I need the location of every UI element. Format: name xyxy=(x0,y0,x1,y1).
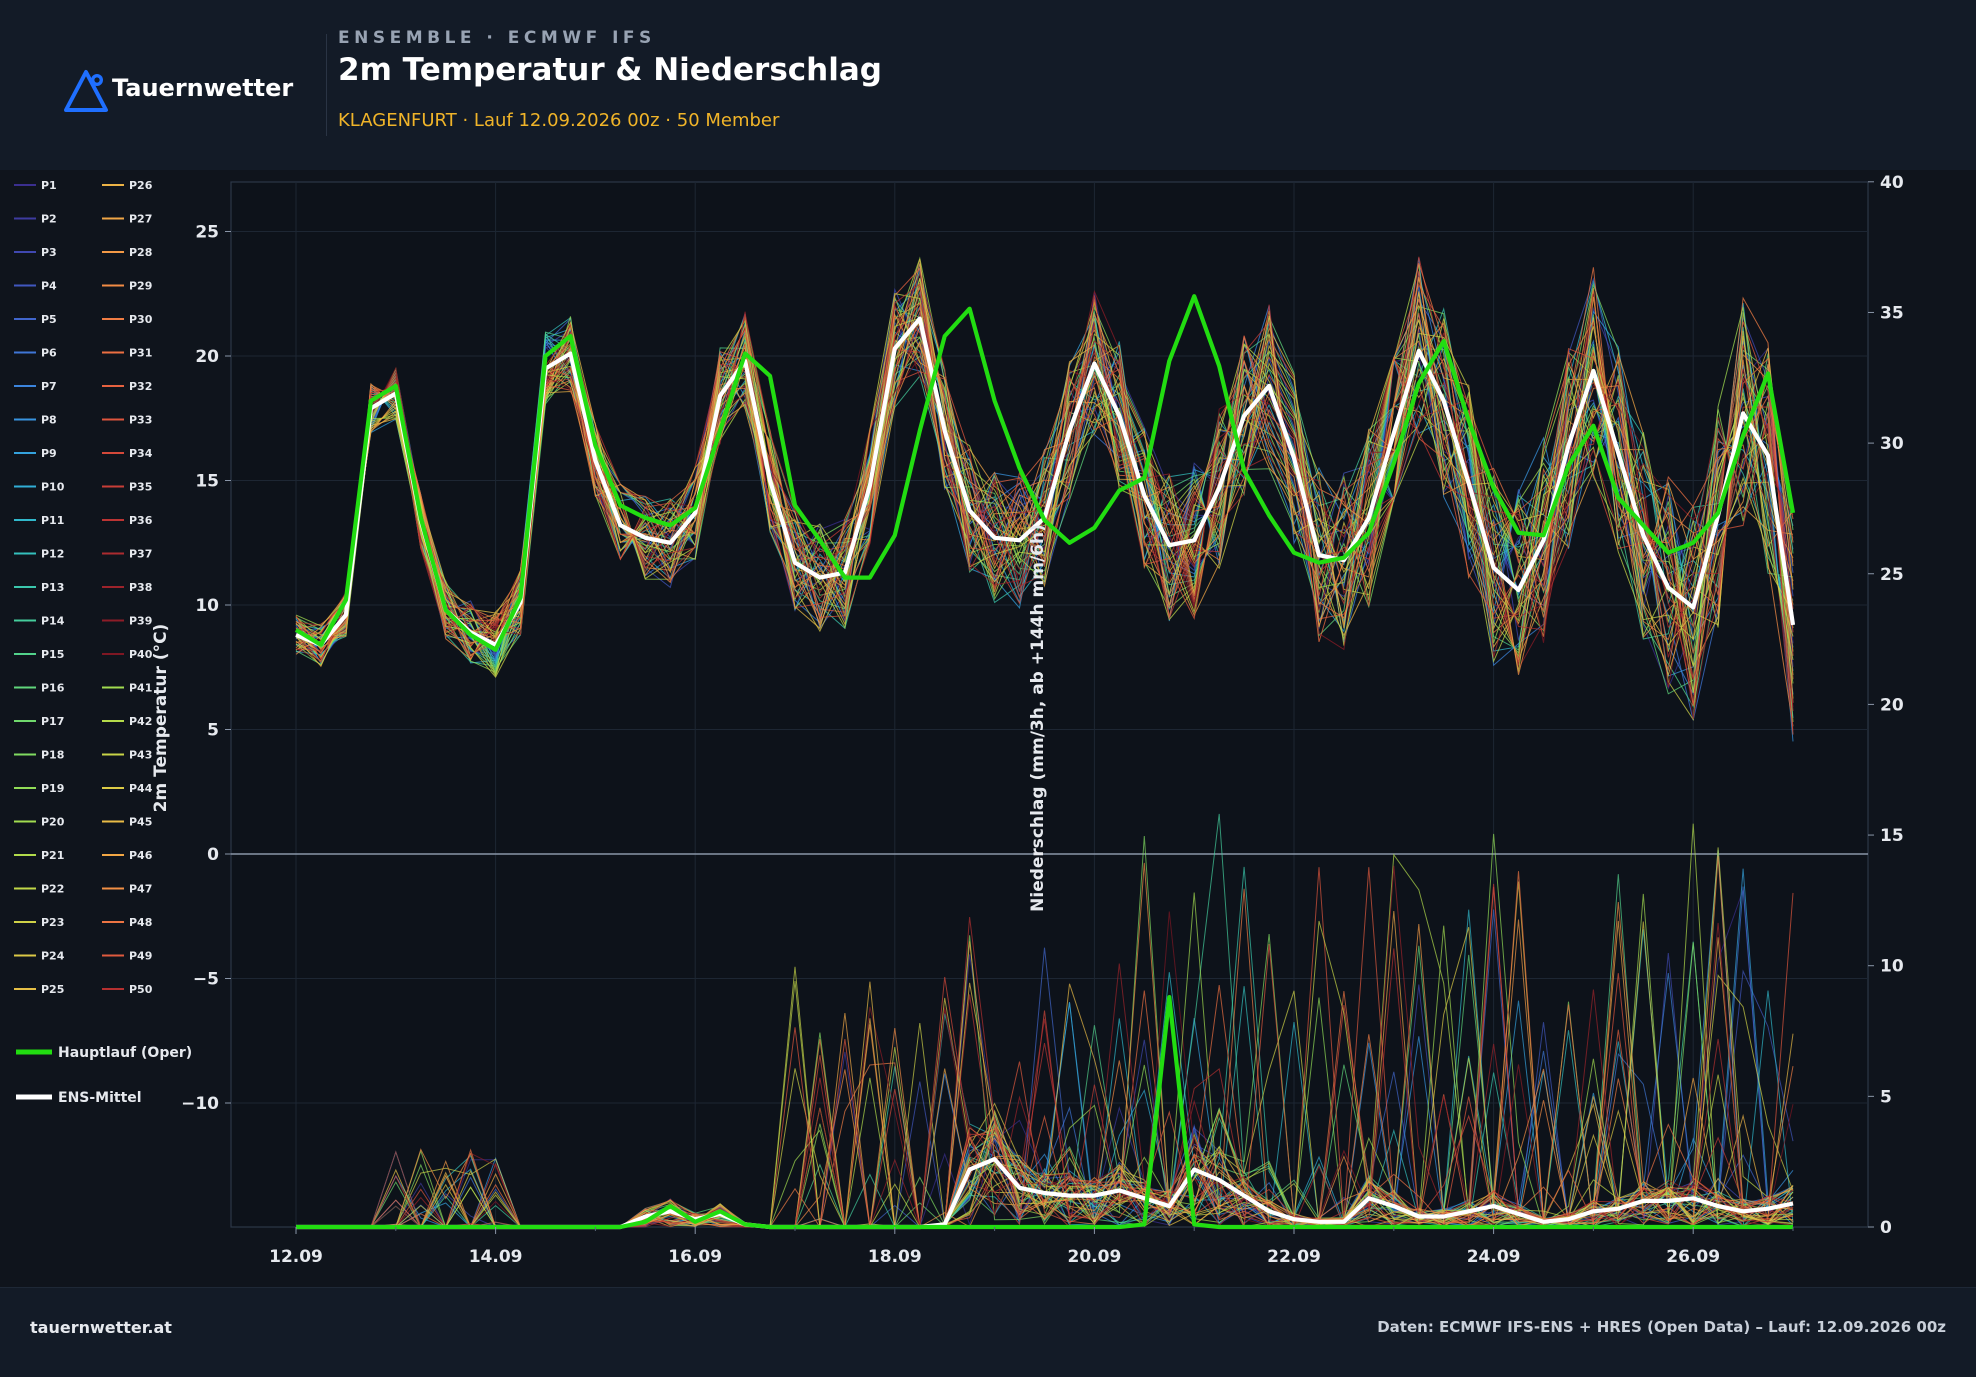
legend-label-P29: P29 xyxy=(129,280,152,293)
legend-label-P31: P31 xyxy=(129,347,152,360)
x-tick-label: 26.09 xyxy=(1666,1247,1720,1267)
legend-label-P9: P9 xyxy=(41,447,57,460)
legend-label-P35: P35 xyxy=(129,481,152,494)
legend-label-P1: P1 xyxy=(41,179,57,192)
legend-label-P22: P22 xyxy=(41,883,64,896)
legend-label-P7: P7 xyxy=(41,380,57,393)
legend-label-P36: P36 xyxy=(129,514,153,527)
legend-label-P10: P10 xyxy=(41,481,65,494)
footer-site-link[interactable]: tauernwetter.at xyxy=(30,1318,172,1337)
legend-label-P33: P33 xyxy=(129,414,152,427)
y-tick-label: 10 xyxy=(195,596,219,616)
x-tick-label: 14.09 xyxy=(469,1247,523,1267)
y-right-tick-label: 5 xyxy=(1880,1087,1892,1107)
legend-label-P3: P3 xyxy=(41,246,57,259)
x-tick-label: 24.09 xyxy=(1467,1247,1521,1267)
legend-label-P34: P34 xyxy=(129,447,153,460)
legend-label-P30: P30 xyxy=(129,313,153,326)
y-tick-label: −5 xyxy=(193,970,219,990)
legend-label-P43: P43 xyxy=(129,749,152,762)
header-divider xyxy=(326,34,327,136)
kicker: ENSEMBLE · ECMWF IFS xyxy=(338,28,656,48)
ensemble-chart: −10 −5 0 5 10 15 20 25 0 5 10 15 20 25 30 35 40 12.09 14.0… xyxy=(14,173,1904,1267)
legend-label-P45: P45 xyxy=(129,816,152,829)
y-right-tick-label: 0 xyxy=(1880,1218,1892,1238)
legend-label-P42: P42 xyxy=(129,715,152,728)
legend-label-oper: Hauptlauf (Oper) xyxy=(58,1045,192,1061)
legend-label-P27: P27 xyxy=(129,213,152,226)
legend-label-P26: P26 xyxy=(129,179,153,192)
legend-label-P50: P50 xyxy=(129,983,153,996)
y-tick-label: 15 xyxy=(195,472,219,492)
legend-label-P37: P37 xyxy=(129,548,152,561)
legend-label-P5: P5 xyxy=(41,313,57,326)
legend-label-P48: P48 xyxy=(129,916,152,929)
legend-label-P11: P11 xyxy=(41,514,64,527)
legend-label-P24: P24 xyxy=(41,950,65,963)
legend-label-P32: P32 xyxy=(129,380,152,393)
axes: −10 −5 0 5 10 15 20 25 0 5 10 15 20 25 30 35 40 12.09 14.0… xyxy=(181,173,1904,1267)
legend-label-P49: P49 xyxy=(129,950,152,963)
y-right-tick-label: 40 xyxy=(1880,173,1904,193)
x-tick-label: 22.09 xyxy=(1267,1247,1321,1267)
y-axis-label-right: Niederschlag (mm/3h, ab +144h mm/6h) xyxy=(1028,524,1048,912)
legend-label-P23: P23 xyxy=(41,916,64,929)
y-tick-label: 0 xyxy=(207,845,219,865)
legend-label-P38: P38 xyxy=(129,581,152,594)
legend-label-P14: P14 xyxy=(41,615,65,628)
header-bar: Tauernwetter ENSEMBLE · ECMWF IFS 2m Tem… xyxy=(0,0,1976,170)
y-axis-label-left: 2m Temperatur (°C) xyxy=(151,624,171,813)
page-title: 2m Temperatur & Niederschlag xyxy=(338,52,882,88)
y-right-tick-label: 30 xyxy=(1880,434,1904,454)
legend-label-P8: P8 xyxy=(41,414,57,427)
oper-precipitation-line xyxy=(296,995,1793,1230)
legend-label-ens-mean: ENS-Mittel xyxy=(58,1090,142,1106)
legend-label-P6: P6 xyxy=(41,347,57,360)
legend-label-P47: P47 xyxy=(129,883,152,896)
x-tick-label: 20.09 xyxy=(1068,1247,1122,1267)
legend-label-P4: P4 xyxy=(41,280,57,293)
legend-label-P13: P13 xyxy=(41,581,64,594)
page-subtitle: KLAGENFURT · Lauf 12.09.2026 00z · 50 Me… xyxy=(338,110,780,131)
y-right-tick-label: 35 xyxy=(1880,303,1904,323)
legend-label-P44: P44 xyxy=(129,782,153,795)
oper-temperature-line xyxy=(294,294,1796,652)
legend-label-P19: P19 xyxy=(41,782,64,795)
y-right-tick-label: 15 xyxy=(1880,826,1904,846)
x-tick-label: 16.09 xyxy=(668,1247,722,1267)
legend-label-P39: P39 xyxy=(129,615,152,628)
main-series xyxy=(294,294,1796,1230)
y-tick-label: −10 xyxy=(181,1094,219,1114)
mountain-triangle-icon xyxy=(64,70,108,112)
y-right-tick-label: 20 xyxy=(1880,695,1904,715)
logo-text: Tauernwetter xyxy=(112,74,294,102)
legend-label-P20: P20 xyxy=(41,816,65,829)
legend-label-P2: P2 xyxy=(41,213,57,226)
y-tick-label: 5 xyxy=(207,721,219,741)
legend-label-P21: P21 xyxy=(41,849,64,862)
footer-source: Daten: ECMWF IFS-ENS + HRES (Open Data) … xyxy=(1377,1318,1946,1336)
legend-label-P46: P46 xyxy=(129,849,153,862)
y-tick-label: 20 xyxy=(195,347,219,367)
x-tick-label: 18.09 xyxy=(868,1247,922,1267)
legend-label-P40: P40 xyxy=(129,648,153,661)
legend-label-P18: P18 xyxy=(41,749,64,762)
legend: P1 P2 P3 P4 P5 P6 P7 P8 P9 P10 P11 P12 P13 P14 P15 P16 P… xyxy=(14,179,192,1106)
footer: tauernwetter.at Daten: ECMWF IFS-ENS + H… xyxy=(0,1287,1976,1377)
legend-label-P28: P28 xyxy=(129,246,152,259)
legend-label-P41: P41 xyxy=(129,682,152,695)
legend-label-P15: P15 xyxy=(41,648,64,661)
legend-label-P25: P25 xyxy=(41,983,64,996)
legend-label-P16: P16 xyxy=(41,682,65,695)
legend-label-P12: P12 xyxy=(41,548,64,561)
logo[interactable]: Tauernwetter xyxy=(60,66,320,116)
y-right-tick-label: 25 xyxy=(1880,565,1904,585)
y-tick-label: 25 xyxy=(195,223,219,243)
x-tick-label: 12.09 xyxy=(269,1247,323,1267)
y-right-tick-label: 10 xyxy=(1880,957,1904,977)
legend-label-P17: P17 xyxy=(41,715,64,728)
